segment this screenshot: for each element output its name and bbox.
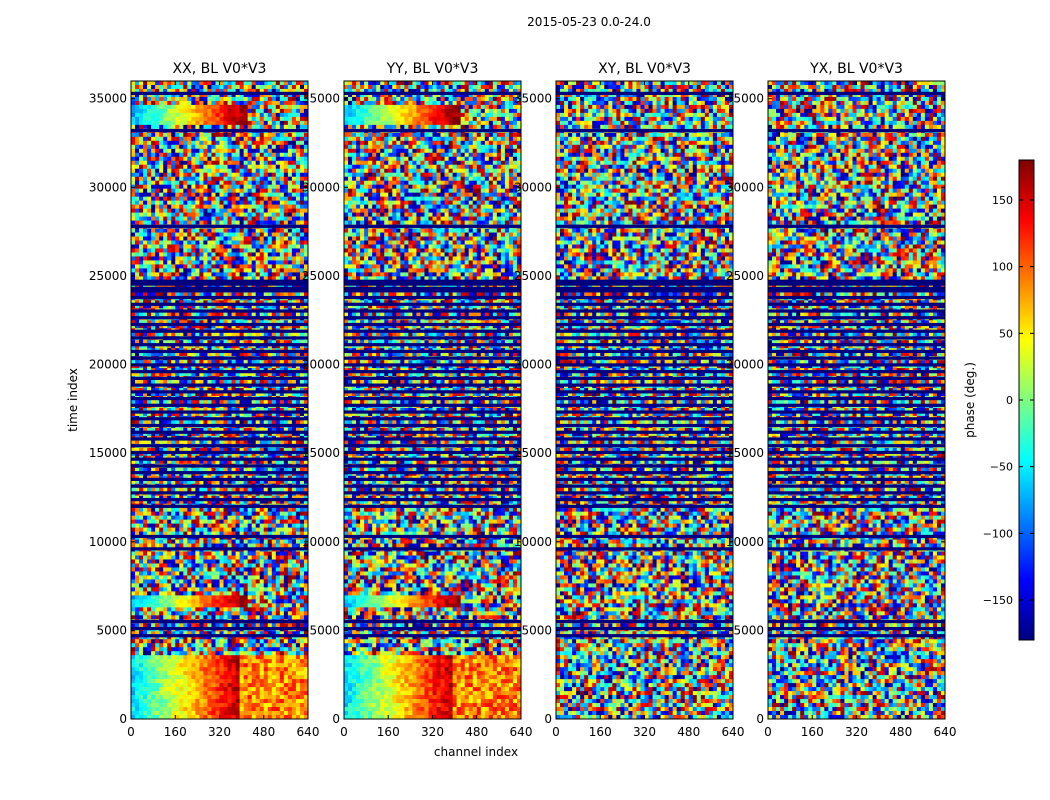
y-tick-label: 25000: [89, 269, 127, 283]
panel-title: XY, BL V0*V3: [598, 61, 691, 77]
y-tick-label: 15000: [514, 446, 552, 460]
y-tick-label: 20000: [726, 358, 764, 372]
x-tick-label: 640: [510, 725, 533, 739]
y-tick-label: 10000: [514, 535, 552, 549]
y-tick-label: 5000: [96, 623, 127, 637]
panel-title: XX, BL V0*V3: [173, 61, 267, 77]
x-tick-label: 480: [465, 725, 488, 739]
x-tick-label: 480: [252, 725, 275, 739]
y-tick-label: 35000: [514, 92, 552, 106]
x-tick-label: 320: [421, 725, 444, 739]
colorbar-tick-label: 50: [999, 327, 1013, 340]
x-tick-label: 320: [208, 725, 231, 739]
x-tick-label: 160: [589, 725, 612, 739]
x-tick-label: 640: [297, 725, 320, 739]
x-tick-label: 0: [340, 725, 348, 739]
colorbar-tick-label: −50: [990, 461, 1013, 474]
y-tick-label: 5000: [309, 623, 340, 637]
y-tick-label: 20000: [302, 358, 340, 372]
y-tick-label: 15000: [89, 446, 127, 460]
y-tick-label: 25000: [514, 269, 552, 283]
panel-2: YY, BL V0*V3 0 160 320 480 640 0 5000 10000 15000…: [302, 61, 533, 739]
x-tick-label: 0: [127, 725, 135, 739]
y-tick-label: 0: [544, 712, 552, 726]
y-tick-label: 30000: [726, 180, 764, 194]
x-tick-label: 0: [552, 725, 560, 739]
x-tick-label: 480: [889, 725, 912, 739]
y-tick-label: 0: [756, 712, 764, 726]
y-tick-label: 35000: [302, 92, 340, 106]
x-tick-label: 320: [633, 725, 656, 739]
y-tick-label: 10000: [726, 535, 764, 549]
x-tick-label: 320: [845, 725, 868, 739]
y-tick-label: 20000: [89, 358, 127, 372]
colorbar-tick-label: 100: [992, 261, 1013, 274]
x-tick-label: 640: [722, 725, 745, 739]
y-axis-label: time index: [66, 368, 80, 432]
x-tick-label: 160: [164, 725, 187, 739]
x-tick-label: 640: [934, 725, 957, 739]
panel-1: XX, BL V0*V3 0 160 320 480 640 0 5000 10000 15000…: [89, 61, 320, 739]
colorbar-label: phase (deg.): [963, 362, 977, 438]
y-tick-label: 0: [119, 712, 127, 726]
panel-title: YX, BL V0*V3: [809, 61, 903, 77]
y-tick-label: 5000: [521, 623, 552, 637]
x-tick-label: 0: [764, 725, 772, 739]
panel-title: YY, BL V0*V3: [386, 61, 479, 77]
colorbar: 150 100 50 0 −50 −100 −150 phase (deg.): [963, 159, 1035, 641]
phase-heatmap-image: [344, 81, 521, 719]
phase-heatmap-image: [131, 81, 308, 719]
panel-4: YX, BL V0*V3 0 160 320 480 640 0 5000 10000 15000…: [726, 61, 957, 739]
y-tick-label: 30000: [302, 180, 340, 194]
y-tick-label: 35000: [89, 92, 127, 106]
colorbar-tick-label: 0: [1006, 394, 1013, 407]
y-tick-label: 25000: [726, 269, 764, 283]
colorbar-tick-label: 150: [992, 194, 1013, 207]
colorbar-tick-label: −100: [983, 527, 1013, 540]
x-tick-label: 160: [377, 725, 400, 739]
phase-heatmap-image: [768, 81, 945, 719]
y-tick-label: 30000: [514, 180, 552, 194]
y-tick-label: 35000: [726, 92, 764, 106]
y-tick-label: 15000: [302, 446, 340, 460]
panel-3: XY, BL V0*V3 0 160 320 480 640 0 5000 10000 15000…: [514, 61, 745, 739]
x-axis-label: channel index: [434, 745, 518, 759]
y-tick-label: 5000: [733, 623, 764, 637]
phase-heatmap-image: [556, 81, 733, 719]
colorbar-tick-label: −150: [983, 594, 1013, 607]
y-tick-label: 0: [332, 712, 340, 726]
figure-suptitle: 2015-05-23 0.0-24.0: [527, 15, 651, 29]
x-tick-label: 160: [801, 725, 824, 739]
y-tick-label: 30000: [89, 180, 127, 194]
y-tick-label: 10000: [89, 535, 127, 549]
y-tick-label: 25000: [302, 269, 340, 283]
x-tick-label: 480: [677, 725, 700, 739]
y-tick-label: 20000: [514, 358, 552, 372]
y-tick-label: 15000: [726, 446, 764, 460]
y-tick-label: 10000: [302, 535, 340, 549]
